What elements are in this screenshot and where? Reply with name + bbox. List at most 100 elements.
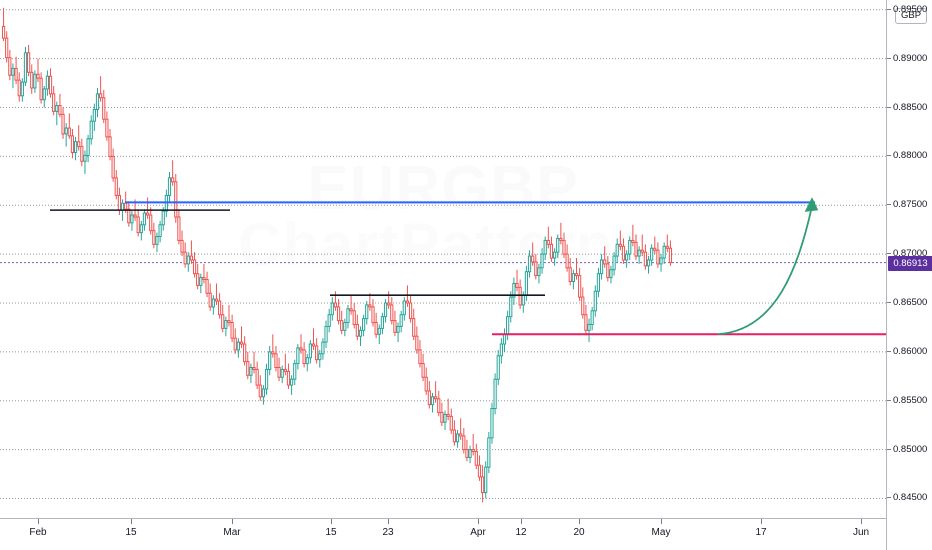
candle	[30, 64, 34, 94]
candle	[355, 314, 359, 341]
candle	[405, 285, 410, 307]
candle	[559, 222, 563, 245]
candle	[625, 250, 629, 268]
price-tick: 0.89000	[887, 53, 932, 65]
candle	[587, 318, 591, 343]
candle	[230, 314, 234, 343]
candle	[387, 291, 391, 309]
candle	[48, 68, 53, 98]
price-axis[interactable]: GBP 0.89500 0.89000 0.88500 0.88000 0.87500 0…	[886, 0, 932, 518]
candle	[205, 271, 209, 298]
candle	[324, 320, 328, 348]
projection-arrow[interactable]	[717, 206, 813, 336]
candle	[590, 306, 594, 331]
candle	[662, 242, 666, 264]
candle	[243, 336, 247, 366]
candlestick-svg	[0, 7, 886, 503]
candle	[449, 408, 453, 434]
candle	[408, 295, 413, 323]
candle	[252, 351, 256, 374]
candle	[73, 136, 78, 161]
candle	[562, 232, 566, 259]
candle	[152, 222, 156, 249]
candle	[280, 365, 284, 384]
candle	[67, 113, 71, 139]
candle	[217, 293, 222, 319]
candle	[86, 134, 90, 163]
candle	[268, 345, 272, 376]
candle	[383, 299, 388, 323]
price-tick: 0.85000	[887, 444, 932, 456]
candle	[52, 86, 56, 116]
candle	[556, 234, 560, 259]
candle	[286, 363, 291, 389]
candle	[167, 172, 172, 202]
candle	[606, 256, 610, 282]
candle	[628, 236, 632, 260]
candle	[512, 277, 516, 305]
candle	[440, 402, 444, 427]
candle	[537, 263, 541, 284]
candle	[20, 78, 24, 102]
candle	[55, 101, 59, 126]
candle	[603, 246, 607, 268]
candle	[102, 89, 106, 124]
candle	[612, 252, 616, 276]
candle	[61, 107, 65, 139]
candle	[418, 340, 422, 368]
candle	[377, 324, 381, 345]
candle	[318, 349, 322, 368]
candle	[390, 297, 394, 325]
candle	[33, 70, 37, 93]
candle	[308, 340, 312, 364]
candle	[437, 390, 441, 417]
candle	[421, 353, 425, 382]
price-tick: 0.89500	[887, 4, 932, 16]
candle	[668, 240, 673, 266]
candle	[5, 31, 9, 63]
candle	[233, 328, 237, 354]
candle	[105, 111, 109, 141]
candle	[149, 207, 153, 235]
candle	[650, 244, 654, 266]
candle	[142, 209, 147, 231]
candle	[14, 56, 18, 85]
candle	[343, 318, 347, 337]
candle	[365, 301, 369, 325]
candle	[543, 236, 547, 260]
plot-area[interactable]	[0, 0, 886, 518]
candle	[27, 44, 31, 77]
candle	[189, 240, 194, 264]
candle	[465, 439, 469, 462]
candle	[261, 385, 266, 405]
candle	[346, 304, 350, 329]
candle	[255, 361, 259, 389]
candle	[64, 123, 68, 147]
candle	[430, 392, 435, 413]
candle	[183, 242, 187, 268]
axis-corner	[886, 518, 932, 550]
candle	[274, 345, 278, 372]
candle	[258, 375, 262, 401]
candle	[634, 234, 638, 260]
price-tick: 0.84500	[887, 492, 932, 504]
candle	[11, 63, 15, 88]
candle	[264, 363, 269, 395]
candle	[42, 86, 46, 108]
candle	[224, 316, 228, 337]
candle	[352, 302, 356, 329]
candle	[480, 465, 485, 503]
candle	[139, 220, 143, 241]
candle	[199, 273, 203, 294]
candle	[487, 431, 491, 474]
candle	[315, 338, 319, 364]
candle	[340, 310, 344, 335]
candle	[493, 373, 497, 415]
time-axis[interactable]: Feb 15 Mar 15 23 Apr 12 20 May 17 Jun	[0, 518, 932, 550]
candle	[208, 283, 212, 311]
candle	[546, 226, 550, 249]
candle	[161, 207, 165, 231]
candle	[277, 357, 281, 382]
candle	[490, 402, 494, 444]
